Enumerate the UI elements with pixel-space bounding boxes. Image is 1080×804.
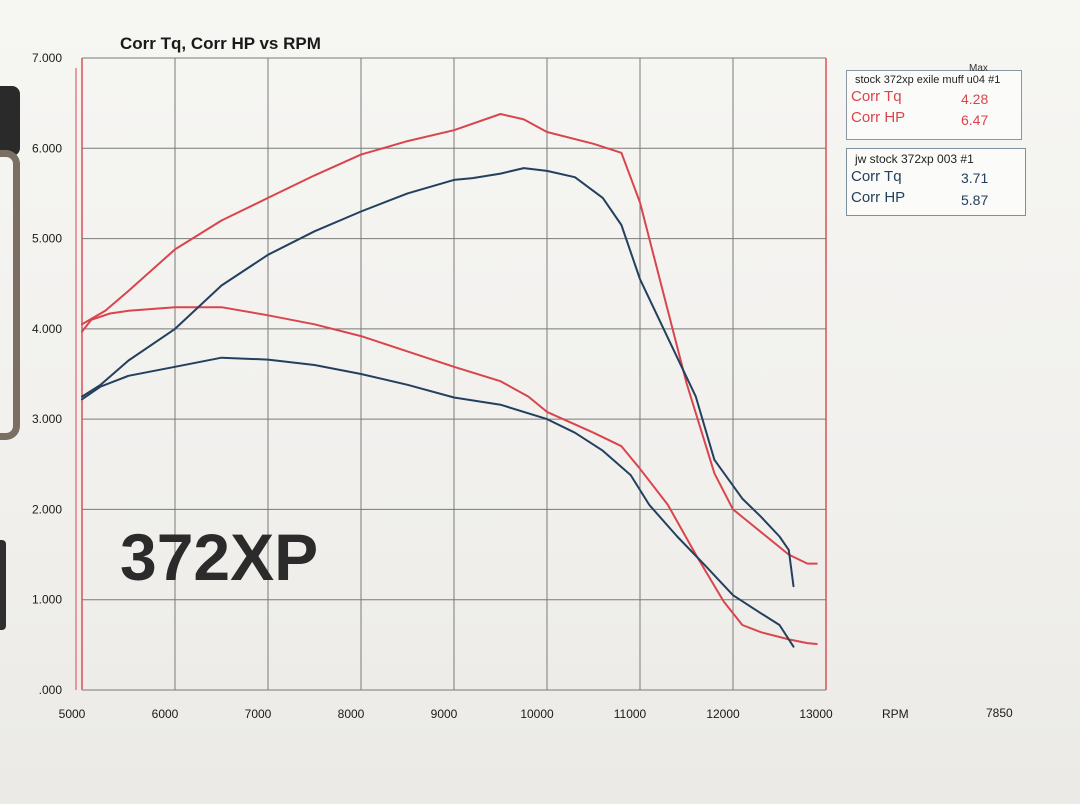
chart-title: Corr Tq, Corr HP vs RPM	[120, 34, 321, 53]
y-tick-label: 4.000	[32, 322, 62, 336]
y-tick-label: 7.000	[32, 51, 62, 65]
photo-edge-cord	[0, 150, 20, 440]
chart-series	[81, 113, 818, 648]
x-tick-label: 5000	[59, 707, 86, 721]
legend-row-label: Corr HP	[851, 189, 906, 206]
legend-run-2: jw stock 372xp 003 #1 Corr Tq 3.71 Corr …	[846, 148, 1026, 216]
legend-run-1: Max stock 372xp exile muff u04 #1 Corr T…	[846, 63, 1022, 140]
x-tick-label: 10000	[520, 707, 554, 721]
series-line	[81, 113, 818, 565]
series-line	[81, 306, 818, 645]
legend-row-value: 3.71	[961, 170, 989, 186]
legend-max-label: Max	[969, 63, 988, 74]
x-tick-label: 11000	[614, 707, 647, 721]
overlay-model-label: 372XP	[120, 520, 318, 594]
y-tick-label: .000	[39, 683, 63, 697]
legend-row-label: Corr Tq	[851, 88, 902, 105]
chart-grid	[75, 57, 827, 691]
corner-value: 7850	[986, 706, 1013, 720]
chart-labels: Corr Tq, Corr HP vs RPM .000 1.000 2.000 3.0…	[32, 34, 1013, 721]
y-tick-label: 6.000	[32, 141, 62, 155]
x-tick-label: 7000	[245, 707, 272, 721]
legend-row-label: Corr Tq	[851, 168, 902, 185]
series-line	[81, 356, 795, 648]
x-tick-label: 8000	[338, 707, 365, 721]
legend-row-label: Corr HP	[851, 109, 906, 126]
legend-title: stock 372xp exile muff u04 #1	[855, 74, 1001, 86]
series-line	[81, 167, 795, 588]
y-tick-label: 2.000	[32, 502, 62, 516]
y-tick-label: 1.000	[32, 593, 62, 607]
x-tick-label: 13000	[799, 707, 833, 721]
photo-edge-dark	[0, 540, 6, 630]
x-tick-label: 6000	[152, 707, 179, 721]
legend-row-value: 6.47	[961, 112, 989, 128]
photo-edge-object	[0, 86, 20, 156]
x-axis-label: RPM	[882, 707, 909, 721]
x-tick-label: 9000	[431, 707, 458, 721]
x-tick-label: 12000	[706, 707, 740, 721]
legend-title: jw stock 372xp 003 #1	[855, 152, 974, 166]
y-tick-label: 5.000	[32, 232, 62, 246]
legend-row-value: 5.87	[961, 192, 989, 208]
y-tick-label: 3.000	[32, 412, 62, 426]
legend-row-value: 4.28	[961, 91, 989, 107]
